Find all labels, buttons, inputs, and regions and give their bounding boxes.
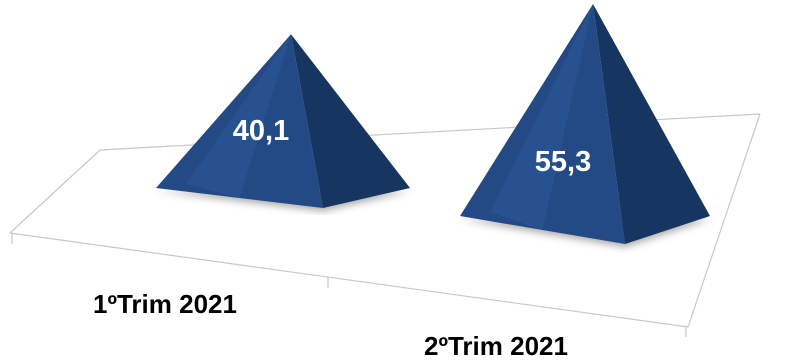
chart-bars: 40,1 55,3 bbox=[156, 4, 710, 247]
bar-face-right bbox=[593, 4, 710, 245]
bar-value-label: 55,3 bbox=[535, 146, 591, 178]
bar-pyramid: 40,1 bbox=[156, 34, 410, 211]
chart-tick-labels: 1ºTrim 2021 2ºTrim 2021 bbox=[93, 289, 568, 361]
floor-front-edge bbox=[9, 232, 689, 328]
bar-face-right bbox=[291, 34, 410, 209]
bar-face-highlight bbox=[186, 34, 291, 199]
bar-face-highlight bbox=[490, 4, 593, 231]
category-tick-label: 1ºTrim 2021 bbox=[93, 289, 237, 319]
category-tick-label: 2ºTrim 2021 bbox=[424, 331, 568, 361]
floor-right-edge bbox=[687, 113, 761, 328]
floor-left-edge bbox=[9, 149, 101, 234]
bar-pyramid: 55,3 bbox=[460, 4, 710, 247]
bar-face-left bbox=[460, 4, 625, 245]
bar-value-label: 40,1 bbox=[233, 115, 289, 147]
bar-face-left bbox=[156, 34, 323, 209]
